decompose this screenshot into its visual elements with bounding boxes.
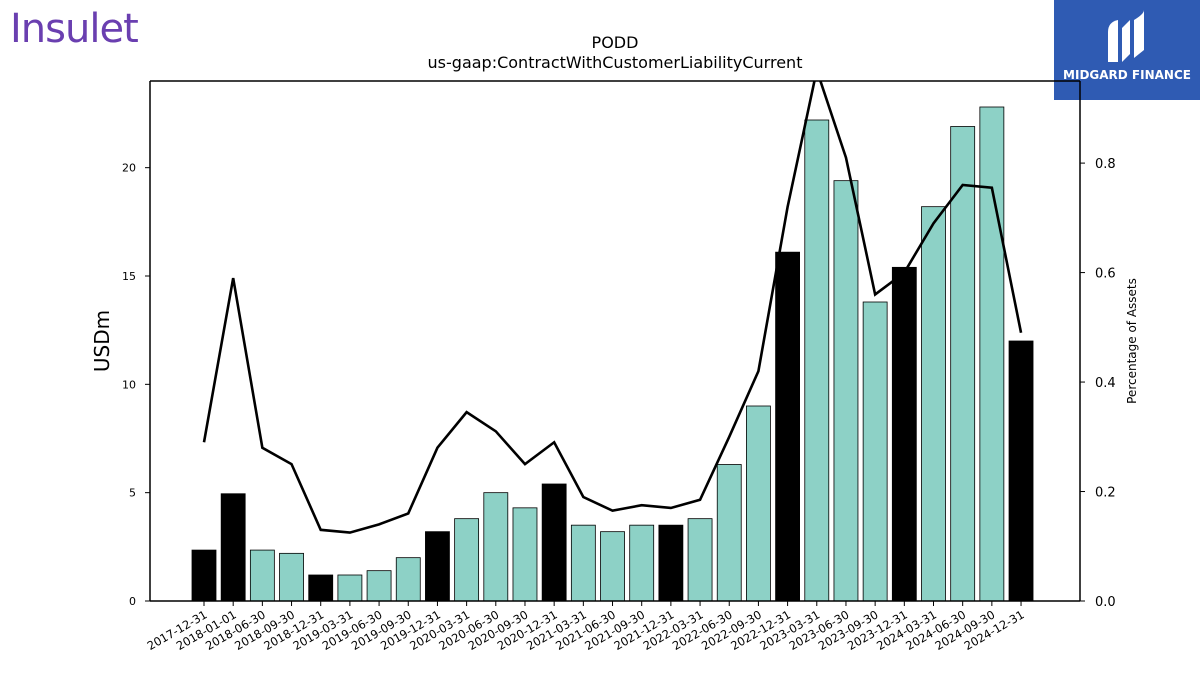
bar-2018-12-31 — [308, 574, 334, 602]
bar-2018-09-30 — [279, 552, 304, 602]
bar-2024-06-30 — [950, 126, 976, 602]
insulet-logo: Insulet — [10, 6, 139, 52]
chart-title: PODD — [592, 33, 639, 52]
bar-2023-12-31 — [891, 266, 917, 602]
y-axis-label: USDm — [90, 310, 114, 372]
bar-2021-06-30 — [600, 531, 625, 602]
bar-2021-03-31 — [570, 524, 596, 602]
bar-2022-12-31 — [775, 251, 800, 602]
bar-2017-12-31 — [191, 549, 217, 602]
y-tick-label: 20 — [122, 162, 136, 175]
midgard-finance-wordmark: MIDGARD FINANCE — [1063, 68, 1191, 82]
bar-2018-06-30 — [249, 549, 275, 602]
bar-2022-06-30 — [716, 464, 742, 602]
y-tick-label: 10 — [122, 378, 136, 391]
bar-2024-12-31 — [1008, 340, 1034, 602]
y2-tick-label: 0.2 — [1095, 486, 1116, 501]
bar-2018-01-01 — [220, 493, 246, 602]
bar-2020-03-31 — [454, 518, 480, 602]
y-tick-label: 15 — [122, 270, 136, 283]
y-tick-label: 5 — [129, 487, 136, 500]
bar-2023-09-30 — [862, 301, 888, 602]
y2-tick-label: 0.8 — [1095, 157, 1116, 172]
bar-2019-03-31 — [337, 574, 363, 602]
bar-2024-03-31 — [921, 206, 946, 602]
y2-tick-label: 0.4 — [1095, 376, 1116, 391]
y2-tick-label: 0.6 — [1095, 267, 1116, 282]
bar-2022-09-30 — [746, 405, 771, 602]
y-tick-label: 0 — [129, 595, 136, 608]
bar-2022-03-31 — [687, 518, 713, 602]
bar-2021-12-31 — [658, 524, 684, 602]
bar-2020-09-30 — [512, 507, 538, 602]
y2-axis-label: Percentage of Assets — [1125, 278, 1139, 404]
bar-2019-06-30 — [366, 570, 392, 602]
y2-tick-label: 0.0 — [1095, 595, 1116, 610]
bar-2024-09-30 — [979, 106, 1005, 602]
chart-subtitle: us-gaap:ContractWithCustomerLiabilityCur… — [428, 53, 803, 72]
bar-2020-12-31 — [541, 483, 567, 602]
percentage-of-assets-line — [202, 81, 1023, 534]
midgard-finance-logo: MIDGARD FINANCE — [1054, 0, 1200, 100]
bar-2019-12-31 — [425, 531, 450, 602]
bar-2023-06-30 — [833, 180, 859, 602]
bar-2023-03-31 — [804, 119, 830, 602]
bar-2021-09-30 — [629, 524, 655, 602]
midgard-mark-icon — [1108, 10, 1144, 62]
bar-2019-09-30 — [395, 557, 421, 602]
bar-2020-06-30 — [483, 492, 509, 602]
